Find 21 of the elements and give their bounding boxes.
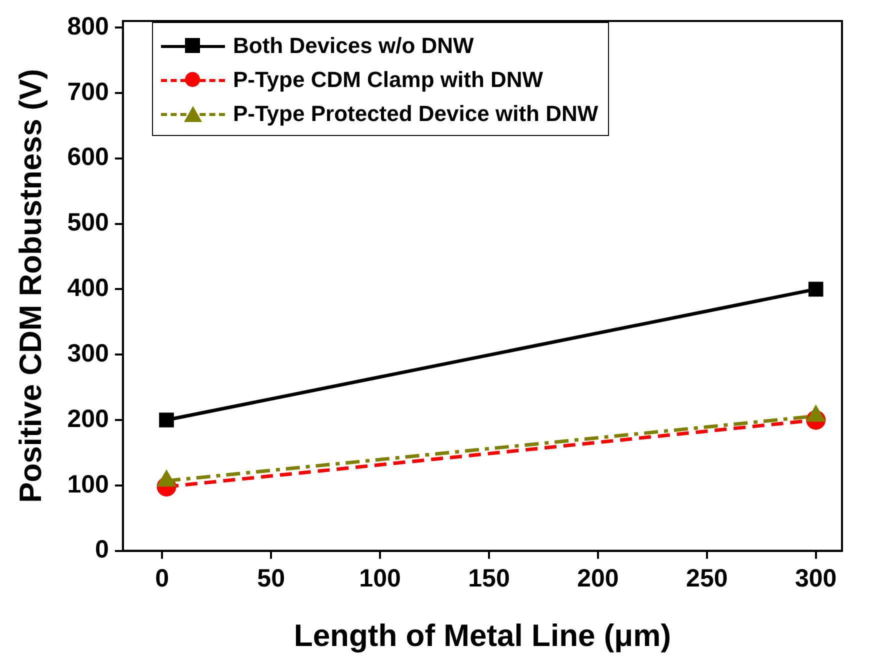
y-tick-label: 500	[67, 208, 109, 237]
legend-label: P-Type Protected Device with DNW	[233, 101, 598, 127]
x-tick-label: 300	[794, 564, 837, 593]
y-tick-label: 600	[67, 143, 109, 172]
x-tick-label: 250	[686, 564, 728, 593]
x-tick-label: 0	[155, 564, 170, 593]
x-tick-label: 200	[577, 564, 619, 593]
y-tick-label: 100	[67, 470, 109, 498]
legend-label: P-Type CDM Clamp with DNW	[233, 67, 544, 93]
y-axis-title: Positive CDM Robustness (V)	[13, 68, 48, 503]
x-axis-title: Length of Metal Line (μm)	[294, 618, 672, 653]
y-tick-label: 800	[67, 12, 109, 40]
y-tick-label: 200	[67, 404, 109, 433]
y-tick-label: 400	[67, 274, 109, 302]
x-tick-label: 50	[257, 564, 285, 593]
y-tick-label: 700	[67, 78, 109, 106]
x-tick-label: 150	[468, 564, 510, 593]
x-tick-label: 100	[359, 564, 401, 593]
legend-label: Both Devices w/o DNW	[233, 33, 474, 59]
y-tick-label: 300	[67, 339, 109, 368]
y-tick-label: 0	[95, 536, 109, 564]
